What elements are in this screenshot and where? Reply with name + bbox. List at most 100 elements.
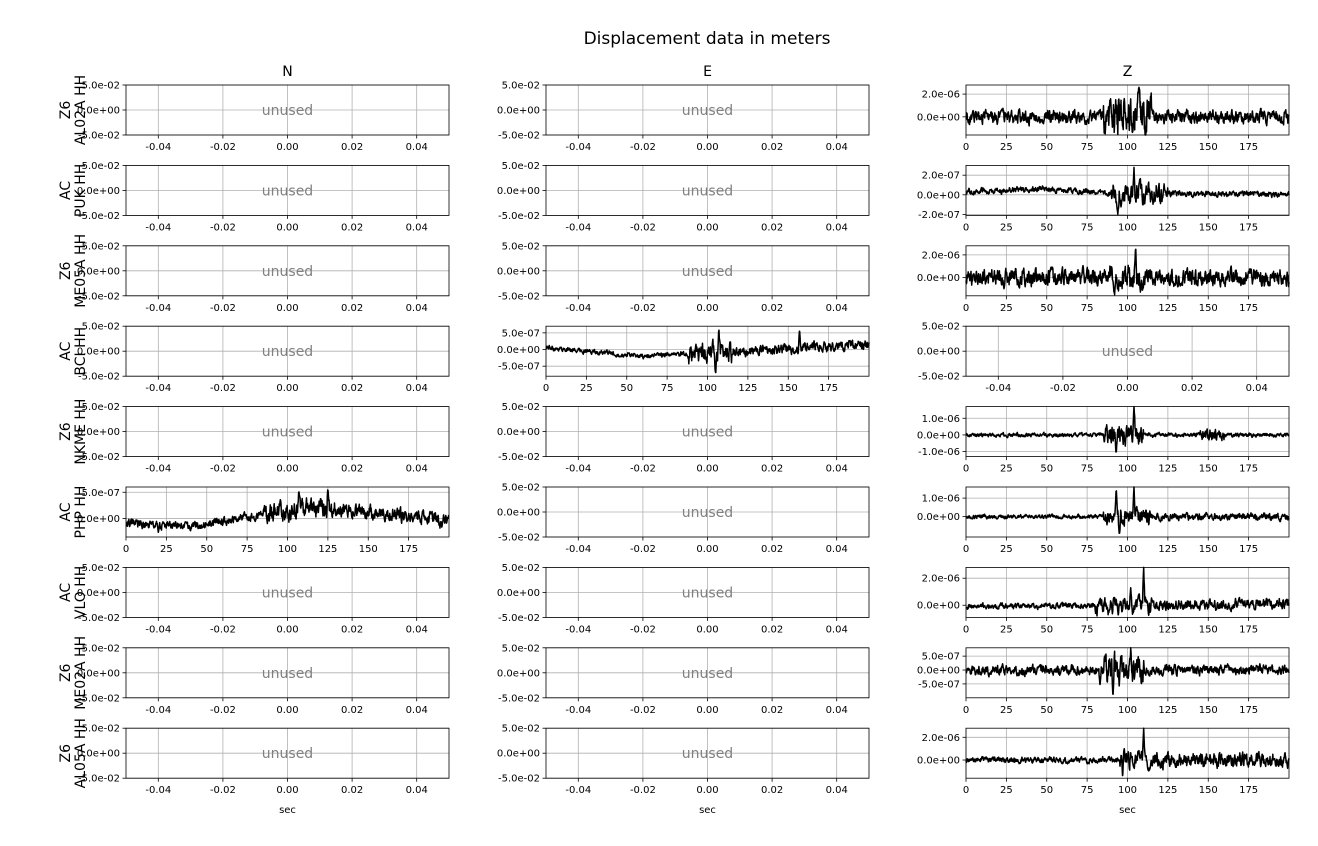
x-tick-label: -0.04 [145, 785, 171, 796]
waveform-trace [965, 566, 1290, 617]
x-tick-label: 75 [1081, 705, 1094, 716]
axes-frame [545, 406, 870, 458]
x-tick-label: -0.02 [630, 222, 656, 233]
y-tick-label: 0.0e+00 [497, 106, 540, 117]
y-tick-label: -5.0e-02 [498, 613, 540, 624]
waveform-trace [965, 166, 1290, 216]
axes-frame [545, 567, 870, 618]
x-tick-label: 0.04 [826, 785, 848, 796]
x-tick-label: 100 [698, 383, 717, 394]
x-tick-label: 125 [1158, 785, 1177, 796]
panel-e: -0.04 -0.02 0.00 0.02 0.04 5.0e-02 0.0e+00 -5.0… [497, 563, 870, 635]
x-tick-label: -0.04 [985, 383, 1011, 394]
unused-label: unused [682, 264, 733, 280]
x-tick-label: 25 [1000, 705, 1013, 716]
y-tick-label: 5.0e-02 [502, 161, 540, 172]
x-tick-label: 50 [200, 544, 213, 555]
y-tick-label: 1.0e-06 [922, 414, 960, 425]
x-tick-label: -0.02 [210, 303, 236, 314]
y-tick-label: -5.0e-02 [498, 452, 540, 463]
panel-n: -0.04 -0.02 0.00 0.02 0.04 5.0e-02 0.0e+00 -5.0… [77, 81, 450, 153]
station-row: AC PUK HH -0.04 -0.02 0.00 0.02 0.04 5.0e-02 0.0… [58, 161, 1290, 233]
x-tick-label: 125 [1158, 705, 1177, 716]
y-tick-label: -1.0e-06 [918, 447, 960, 458]
x-tick-label: 75 [1081, 222, 1094, 233]
x-tick-label: 0.02 [341, 785, 363, 796]
y-tick-label: -5.0e-02 [498, 533, 540, 544]
axes-frame [965, 727, 1290, 779]
y-tick-label: 5.0e-02 [82, 724, 120, 735]
x-tick-label: -0.04 [565, 705, 591, 716]
y-tick-label: -5.0e-02 [498, 131, 540, 142]
unused-label: unused [682, 183, 733, 199]
x-tick-label: 0.04 [406, 383, 428, 394]
x-tick-label: 125 [1158, 142, 1177, 153]
x-tick-label: 0.02 [1181, 383, 1203, 394]
x-tick-label: 25 [1000, 142, 1013, 153]
x-tick-label: 50 [1040, 624, 1053, 635]
panel-z: 0 25 50 75 100 125 150 175 5.0e-07 0.0e+00 -5.0e-0… [917, 647, 1290, 716]
unused-label: unused [262, 425, 313, 441]
unused-label: unused [262, 183, 313, 199]
x-tick-label: -0.02 [210, 222, 236, 233]
panel-z: 0 25 50 75 100 125 150 175 2.0e-07 0.0e+00 -2.0e-0… [917, 164, 1290, 233]
panel-e: -0.04 -0.02 0.00 0.02 0.04 5.0e-02 0.0e+00 -5.0… [497, 402, 870, 475]
panel-n: -0.04 -0.02 0.00 0.02 0.04 5.0e-02 0.0e+00 -5.0… [77, 563, 450, 635]
x-tick-label: 125 [1158, 222, 1177, 233]
x-tick-label: -0.04 [565, 464, 591, 475]
y-tick-label: 1.0e-06 [922, 494, 960, 505]
y-tick-label: 5.0e-02 [82, 402, 120, 413]
x-tick-label: 150 [1199, 544, 1218, 555]
x-tick-label: 25 [580, 383, 593, 394]
x-tick-label: 75 [1081, 624, 1094, 635]
x-tick-label: -0.02 [630, 785, 656, 796]
unused-label: unused [262, 344, 313, 360]
y-tick-label: 0.0e+00 [77, 427, 120, 438]
x-tick-label: 0.02 [341, 222, 363, 233]
x-tick-label: -0.02 [210, 624, 236, 635]
x-tick-label: -0.02 [1050, 383, 1076, 394]
x-tick-label: 0.04 [406, 705, 428, 716]
x-tick-label: 175 [1239, 544, 1258, 555]
axes-frame [125, 84, 450, 136]
x-tick-label: 100 [1118, 785, 1137, 796]
unused-label: unused [682, 505, 733, 521]
x-tick-label: 0 [543, 383, 549, 394]
row-label-network: AC [58, 341, 74, 360]
waveform-trace [965, 405, 1290, 453]
x-tick-label: 150 [359, 544, 378, 555]
x-tick-label: 0.00 [276, 222, 298, 233]
y-tick-label: -2.0e-07 [918, 210, 960, 221]
x-tick-label: 175 [1239, 142, 1258, 153]
unused-label: unused [262, 103, 313, 119]
axes-frame [125, 727, 450, 779]
x-tick-label: -0.02 [630, 624, 656, 635]
x-axis-label: sec [1119, 805, 1136, 816]
x-tick-label: 0 [963, 544, 969, 555]
x-tick-label: 75 [1081, 142, 1094, 153]
x-tick-label: 50 [1040, 705, 1053, 716]
x-tick-label: -0.04 [145, 705, 171, 716]
y-tick-label: 0.0e+00 [917, 756, 960, 767]
x-tick-label: 0.02 [761, 705, 783, 716]
station-row: Z6 ME02A HH -0.04 -0.02 0.00 0.02 0.04 5.0e-02 0… [58, 636, 1290, 716]
y-tick-label: 0.0e+00 [917, 512, 960, 523]
x-tick-label: 0.02 [761, 222, 783, 233]
y-tick-label: 0.0e+00 [497, 427, 540, 438]
station-row: AC VLO HH -0.04 -0.02 0.00 0.02 0.04 5.0e-02 0.0… [58, 563, 1290, 635]
axes-frame [545, 486, 870, 538]
y-tick-label: 2.0e-06 [922, 90, 960, 101]
x-tick-label: 0.04 [826, 222, 848, 233]
y-tick-label: -5.0e-02 [498, 774, 540, 785]
panel-n: -0.04 -0.02 0.00 0.02 0.04 5.0e-02 0.0e+00 -5.0… [77, 402, 450, 475]
axes-frame [545, 245, 870, 297]
y-tick-label: 0.0e+00 [497, 588, 540, 599]
y-tick-label: 5.0e-02 [82, 322, 120, 333]
x-tick-label: 0 [963, 785, 969, 796]
x-axis-label: sec [699, 805, 716, 816]
x-tick-label: -0.04 [565, 142, 591, 153]
x-tick-label: 0 [963, 624, 969, 635]
x-tick-label: 125 [738, 383, 757, 394]
x-tick-label: 25 [160, 544, 173, 555]
x-tick-label: 175 [819, 383, 838, 394]
